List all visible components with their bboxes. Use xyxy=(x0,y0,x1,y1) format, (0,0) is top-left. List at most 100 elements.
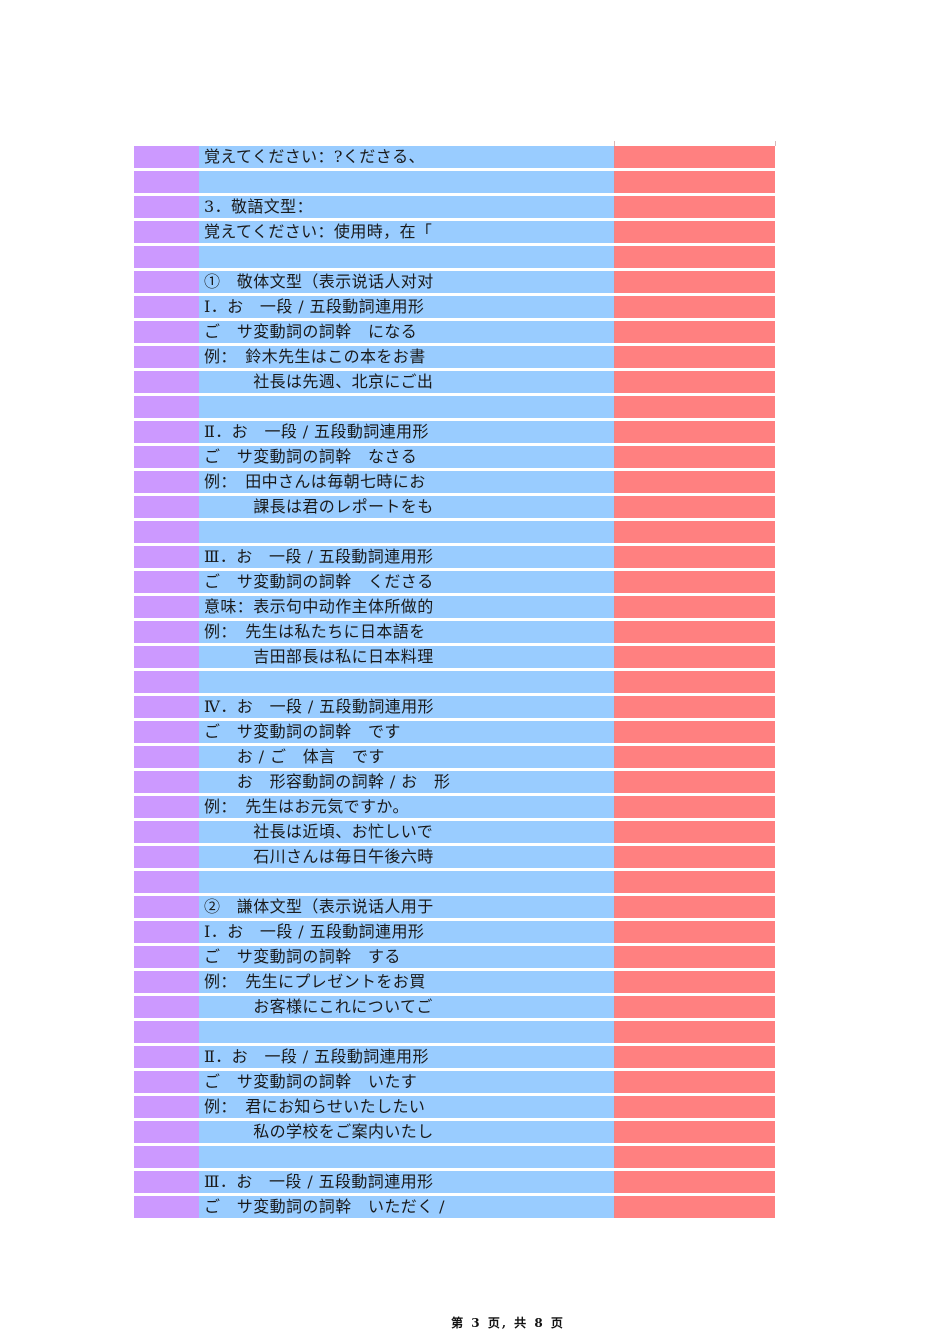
cell-column-c xyxy=(614,1171,775,1193)
cell-column-a xyxy=(134,846,199,868)
cell-column-b: 例： 君にお知らせいたしたい xyxy=(199,1096,614,1118)
cell-column-b: 例： 先生はお元気ですか。 xyxy=(199,796,614,818)
cell-column-c xyxy=(614,1021,775,1043)
cell-column-a xyxy=(134,1021,199,1043)
cell-column-c xyxy=(614,196,775,218)
table-row: ご サ変動詞の詞幹 になる xyxy=(134,321,775,343)
cell-column-b: 私の学校をご案内いたし xyxy=(199,1121,614,1143)
cell-column-b: Ⅳ．お 一段 / 五段動詞連用形 xyxy=(199,696,614,718)
table-row: ② 謙体文型（表示说话人用于 xyxy=(134,896,775,918)
cell-column-c xyxy=(614,221,775,243)
cell-column-b: 社長は先週、北京にご出 xyxy=(199,371,614,393)
cell-column-b: 意味：表示句中动作主体所做的 xyxy=(199,596,614,618)
cell-column-b: ご サ変動詞の詞幹 なさる xyxy=(199,446,614,468)
cell-column-a xyxy=(134,1196,199,1218)
cell-column-b: Ⅱ．お 一段 / 五段動詞連用形 xyxy=(199,1046,614,1068)
cell-column-a xyxy=(134,496,199,518)
table-row: Ⅰ．お 一段 / 五段動詞連用形 xyxy=(134,921,775,943)
cell-column-c xyxy=(614,346,775,368)
cell-column-a xyxy=(134,671,199,693)
table-row: お / ご 体言 です xyxy=(134,746,775,768)
cell-column-c xyxy=(614,496,775,518)
cell-column-c xyxy=(614,896,775,918)
table-row: Ⅳ．お 一段 / 五段動詞連用形 xyxy=(134,696,775,718)
cell-column-a xyxy=(134,196,199,218)
cell-column-c xyxy=(614,571,775,593)
column-divider-tick xyxy=(775,141,776,146)
cell-column-a xyxy=(134,696,199,718)
table-row: 例： 田中さんは毎朝七時にお xyxy=(134,471,775,493)
cell-column-b: 課長は君のレポートをも xyxy=(199,496,614,518)
table-row xyxy=(134,671,775,693)
cell-column-c xyxy=(614,371,775,393)
cell-column-a xyxy=(134,446,199,468)
table-row xyxy=(134,396,775,418)
cell-column-a xyxy=(134,146,199,168)
cell-column-b: お / ご 体言 です xyxy=(199,746,614,768)
cell-column-b: ① 敬体文型（表示说话人对对 xyxy=(199,271,614,293)
table-row: 吉田部長は私に日本料理 xyxy=(134,646,775,668)
cell-column-c xyxy=(614,1146,775,1168)
cell-column-a xyxy=(134,1171,199,1193)
cell-column-b: 吉田部長は私に日本料理 xyxy=(199,646,614,668)
cell-column-b: 覚えてください：?くださる、 xyxy=(199,146,614,168)
table-row: Ⅰ．お 一段 / 五段動詞連用形 xyxy=(134,296,775,318)
cell-column-c xyxy=(614,796,775,818)
cell-column-a xyxy=(134,421,199,443)
cell-column-c xyxy=(614,921,775,943)
cell-column-a xyxy=(134,546,199,568)
cell-column-a xyxy=(134,1121,199,1143)
table-row: 課長は君のレポートをも xyxy=(134,496,775,518)
cell-column-c xyxy=(614,646,775,668)
cell-column-c xyxy=(614,171,775,193)
cell-column-b: 例： 先生にプレゼントをお買 xyxy=(199,971,614,993)
table-row: 例： 先生はお元気ですか。 xyxy=(134,796,775,818)
cell-column-b: お 形容動詞の詞幹 / お 形 xyxy=(199,771,614,793)
table-row xyxy=(134,1146,775,1168)
table-row: ① 敬体文型（表示说话人对对 xyxy=(134,271,775,293)
cell-column-b: ご サ変動詞の詞幹 いたす xyxy=(199,1071,614,1093)
cell-column-c xyxy=(614,696,775,718)
table-row: Ⅱ．お 一段 / 五段動詞連用形 xyxy=(134,1046,775,1068)
cell-column-b: ご サ変動詞の詞幹 くださる xyxy=(199,571,614,593)
cell-column-a xyxy=(134,171,199,193)
cell-column-c xyxy=(614,271,775,293)
cell-column-a xyxy=(134,221,199,243)
cell-column-a xyxy=(134,621,199,643)
cell-column-a xyxy=(134,921,199,943)
page-number-footer: 第 3 页, 共 8 页 xyxy=(451,1316,565,1330)
cell-column-a xyxy=(134,1096,199,1118)
cell-column-a xyxy=(134,396,199,418)
cell-column-c xyxy=(614,596,775,618)
table-row: 社長は近頃、お忙しいで xyxy=(134,821,775,843)
table-row: Ⅱ．お 一段 / 五段動詞連用形 xyxy=(134,421,775,443)
table-row: ご サ変動詞の詞幹 くださる xyxy=(134,571,775,593)
cell-column-b xyxy=(199,1021,614,1043)
cell-column-b xyxy=(199,521,614,543)
cell-column-b: ② 謙体文型（表示说话人用于 xyxy=(199,896,614,918)
cell-column-b: 例： 先生は私たちに日本語を xyxy=(199,621,614,643)
table-row: ご サ変動詞の詞幹 なさる xyxy=(134,446,775,468)
cell-column-a xyxy=(134,996,199,1018)
cell-column-b xyxy=(199,671,614,693)
cell-column-a xyxy=(134,321,199,343)
cell-column-c xyxy=(614,396,775,418)
table-row xyxy=(134,1021,775,1043)
table-row: 例： 先生にプレゼントをお買 xyxy=(134,971,775,993)
cell-column-a xyxy=(134,346,199,368)
cell-column-c xyxy=(614,146,775,168)
cell-column-c xyxy=(614,971,775,993)
cell-column-c xyxy=(614,546,775,568)
cell-column-b xyxy=(199,871,614,893)
cell-column-c xyxy=(614,1046,775,1068)
table-row: 石川さんは毎日午後六時 xyxy=(134,846,775,868)
cell-column-b: ご サ変動詞の詞幹 いただく / xyxy=(199,1196,614,1218)
cell-column-b: 3．敬語文型： xyxy=(199,196,614,218)
cell-column-a xyxy=(134,946,199,968)
cell-column-a xyxy=(134,821,199,843)
cell-column-a xyxy=(134,1146,199,1168)
cell-column-a xyxy=(134,1046,199,1068)
cell-column-c xyxy=(614,996,775,1018)
cell-column-b xyxy=(199,246,614,268)
cell-column-b: Ⅲ．お 一段 / 五段動詞連用形 xyxy=(199,546,614,568)
